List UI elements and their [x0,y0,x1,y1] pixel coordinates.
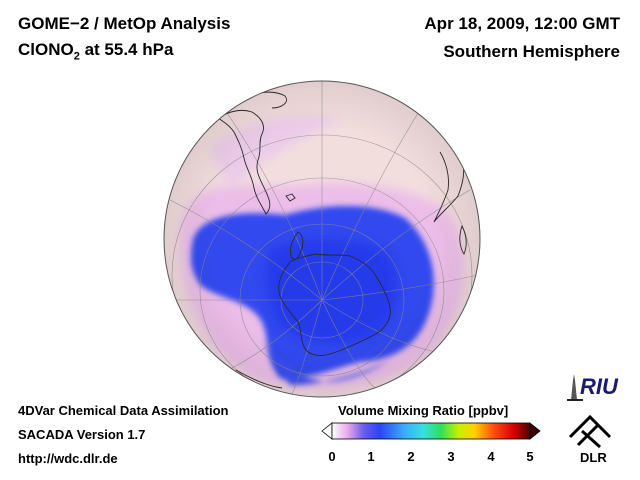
footer-version: SACADA Version 1.7 [18,427,146,442]
colorbar-tick: 0 [328,449,336,464]
colorbar-tick: 1 [367,449,375,464]
analysis-title: GOME−2 / MetOp Analysis [18,14,231,33]
analysis-date: Apr 18, 2009, 12:00 GMT [424,14,620,33]
footer-url[interactable]: http://wdc.dlr.de [18,451,118,466]
colorbar-title: Volume Mixing Ratio [ppbv] [338,403,509,418]
species-level-title: ClONO2 at 55.4 hPa [18,40,173,62]
dlr-logo-text: DLR [580,450,607,465]
riu-logo-icon [567,374,583,401]
colorbar-tick: 2 [407,449,415,464]
hemisphere-label: Southern Hemisphere [443,42,620,61]
colorbar-gradient [331,422,531,440]
pressure-level: at 55.4 hPa [79,40,174,59]
colorbar-high-arrow [529,422,541,440]
species-subscript: 2 [73,50,80,63]
colorbar-low-arrow [321,422,333,440]
riu-logo-text: RIU [580,374,618,399]
colorbar-tick: 4 [487,449,495,464]
colorbar-tick: 5 [526,449,534,464]
dlr-logo-icon [568,414,612,449]
colorbar-tick: 3 [447,449,455,464]
species-name: ClONO [18,40,74,59]
globe-outline [163,80,481,398]
footer-method: 4DVar Chemical Data Assimilation [18,403,229,418]
